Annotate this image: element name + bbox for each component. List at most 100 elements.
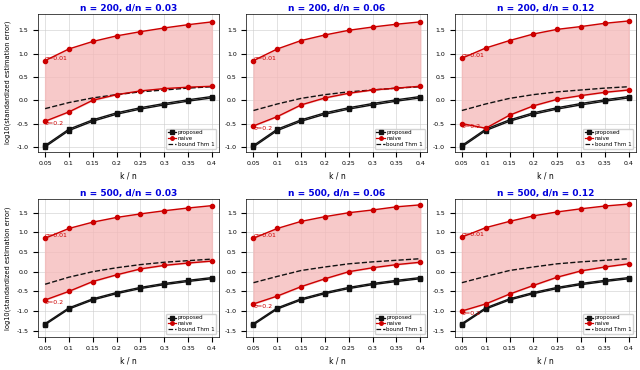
Line: naive: naive	[252, 20, 422, 63]
proposed	[601, 279, 609, 284]
Line: proposed: proposed	[252, 96, 422, 149]
proposed	[250, 145, 257, 149]
proposed	[417, 96, 424, 100]
bound Thm 1	[458, 108, 466, 113]
Text: σ=0.01: σ=0.01	[462, 53, 484, 58]
bound Thm 1	[136, 262, 144, 267]
proposed	[208, 96, 216, 100]
proposed	[65, 307, 73, 311]
Text: σ=0.2: σ=0.2	[45, 121, 64, 126]
bound Thm 1	[529, 92, 537, 97]
proposed	[321, 292, 329, 296]
bound Thm 1	[113, 266, 120, 270]
proposed	[298, 119, 305, 124]
Line: naive: naive	[252, 203, 422, 240]
bound Thm 1	[369, 88, 376, 92]
bound Thm 1	[601, 86, 609, 90]
bound Thm 1	[41, 282, 49, 286]
proposed	[136, 286, 144, 291]
Line: proposed: proposed	[460, 96, 631, 149]
bound Thm 1	[321, 265, 329, 269]
naive	[529, 213, 537, 218]
bound Thm 1	[392, 258, 400, 262]
bound Thm 1	[250, 280, 257, 285]
Text: σ=0.01: σ=0.01	[45, 233, 68, 238]
naive	[41, 236, 49, 240]
proposed	[529, 112, 537, 117]
bound Thm 1	[506, 96, 513, 101]
bound Thm 1	[273, 102, 281, 106]
proposed	[113, 112, 120, 117]
Text: σ=0.2: σ=0.2	[253, 304, 273, 309]
Line: bound Thm 1: bound Thm 1	[462, 87, 628, 111]
proposed	[250, 323, 257, 327]
proposed	[601, 99, 609, 103]
Y-axis label: log10(standardized estimation error): log10(standardized estimation error)	[4, 206, 11, 330]
Legend: proposed, naive, bound Thm 1: proposed, naive, bound Thm 1	[583, 129, 633, 149]
proposed	[625, 96, 632, 100]
proposed	[161, 103, 168, 107]
bound Thm 1	[208, 84, 216, 89]
naive	[554, 27, 561, 31]
bound Thm 1	[482, 274, 490, 279]
Y-axis label: log10(standardized estimation error): log10(standardized estimation error)	[4, 21, 11, 145]
proposed	[392, 99, 400, 103]
proposed	[458, 323, 466, 327]
naive	[506, 219, 513, 223]
naive	[458, 56, 466, 60]
proposed	[321, 112, 329, 117]
bound Thm 1	[321, 92, 329, 97]
Line: proposed: proposed	[460, 277, 631, 327]
naive	[392, 205, 400, 209]
X-axis label: k / n: k / n	[120, 357, 137, 366]
naive	[625, 202, 632, 206]
bound Thm 1	[577, 88, 585, 92]
naive	[577, 24, 585, 29]
proposed	[136, 107, 144, 111]
naive	[273, 47, 281, 51]
proposed	[89, 298, 97, 302]
Legend: proposed, naive, bound Thm 1: proposed, naive, bound Thm 1	[583, 314, 633, 334]
Line: naive: naive	[43, 204, 214, 241]
X-axis label: k / n: k / n	[120, 172, 137, 181]
proposed	[554, 286, 561, 291]
naive	[65, 47, 73, 51]
bound Thm 1	[161, 260, 168, 265]
proposed	[184, 279, 192, 284]
naive	[298, 38, 305, 43]
Line: naive: naive	[43, 20, 214, 63]
proposed	[417, 276, 424, 281]
X-axis label: k / n: k / n	[537, 357, 554, 366]
Line: proposed: proposed	[43, 96, 214, 149]
Text: σ=0.01: σ=0.01	[45, 56, 68, 61]
naive	[417, 20, 424, 24]
bound Thm 1	[369, 260, 376, 264]
naive	[161, 209, 168, 213]
Text: σ=0.2: σ=0.2	[462, 124, 481, 128]
proposed	[482, 307, 490, 311]
proposed	[273, 307, 281, 311]
proposed	[298, 298, 305, 302]
bound Thm 1	[345, 262, 353, 266]
Text: σ=0.2: σ=0.2	[462, 311, 481, 316]
naive	[208, 20, 216, 24]
proposed	[577, 282, 585, 287]
Line: naive: naive	[460, 19, 631, 60]
Text: σ=0.2: σ=0.2	[45, 300, 64, 305]
Legend: proposed, naive, bound Thm 1: proposed, naive, bound Thm 1	[374, 129, 425, 149]
naive	[136, 30, 144, 34]
bound Thm 1	[208, 257, 216, 261]
proposed	[369, 282, 376, 287]
naive	[369, 25, 376, 29]
Text: σ=0.01: σ=0.01	[253, 233, 276, 238]
naive	[345, 28, 353, 33]
proposed	[625, 276, 632, 281]
bound Thm 1	[65, 100, 73, 105]
naive	[250, 58, 257, 63]
bound Thm 1	[392, 86, 400, 90]
Line: bound Thm 1: bound Thm 1	[253, 259, 420, 283]
bound Thm 1	[250, 108, 257, 113]
Line: bound Thm 1: bound Thm 1	[45, 87, 212, 109]
Text: σ=0.01: σ=0.01	[462, 232, 484, 237]
bound Thm 1	[482, 102, 490, 106]
